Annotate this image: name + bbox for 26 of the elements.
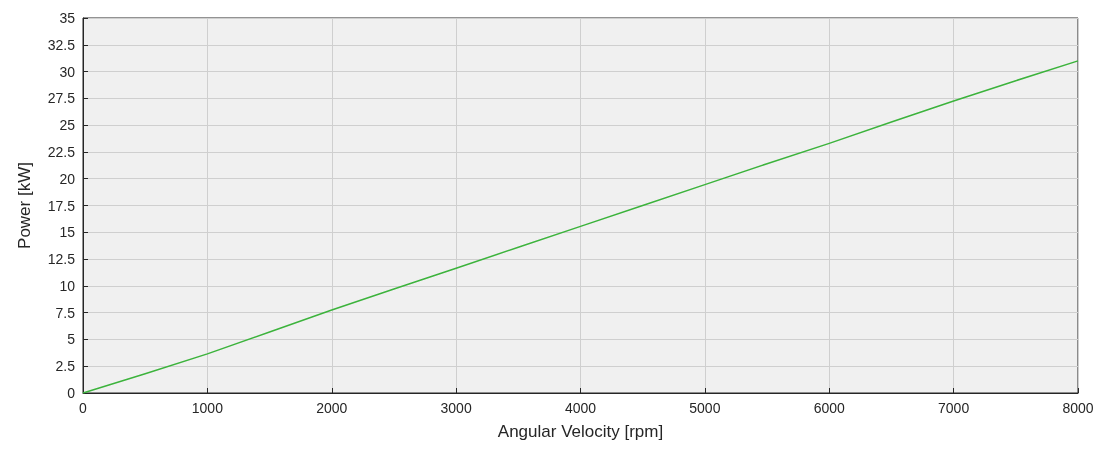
y-tick-label: 20: [59, 170, 76, 187]
y-tick-label: 35: [59, 10, 76, 26]
y-tick-label: 5: [67, 331, 76, 348]
y-tick-label: 22.5: [47, 143, 76, 160]
x-tick-label: 8000: [1062, 400, 1094, 416]
y-tick-label: 25: [59, 117, 76, 134]
y-axis-title: Power [kW]: [15, 162, 34, 249]
y-tick-label: 17.5: [47, 197, 76, 214]
x-axis-title: Angular Velocity [rpm]: [497, 422, 664, 441]
y-tick-label: 12.5: [47, 251, 76, 268]
y-tick-label: 32.5: [47, 36, 76, 53]
x-tick-label: 0: [79, 400, 88, 416]
x-tick-label: 7000: [938, 400, 970, 416]
x-tick-label: 2000: [316, 400, 348, 416]
x-tick-label: 6000: [813, 400, 846, 416]
y-tick-label: 15: [59, 224, 76, 241]
y-tick-label: 7.5: [55, 304, 76, 321]
y-tick-label: 30: [59, 63, 76, 80]
y-tick-label: 27.5: [47, 90, 76, 107]
x-tick-label: 1000: [191, 400, 224, 416]
x-tick-label: 5000: [689, 400, 721, 416]
y-tick-label: 10: [59, 277, 76, 294]
x-tick-label: 4000: [564, 400, 597, 416]
x-tick-label: 3000: [440, 400, 472, 416]
y-tick-label: 2.5: [55, 358, 76, 375]
y-tick-label: 0: [67, 385, 76, 401]
